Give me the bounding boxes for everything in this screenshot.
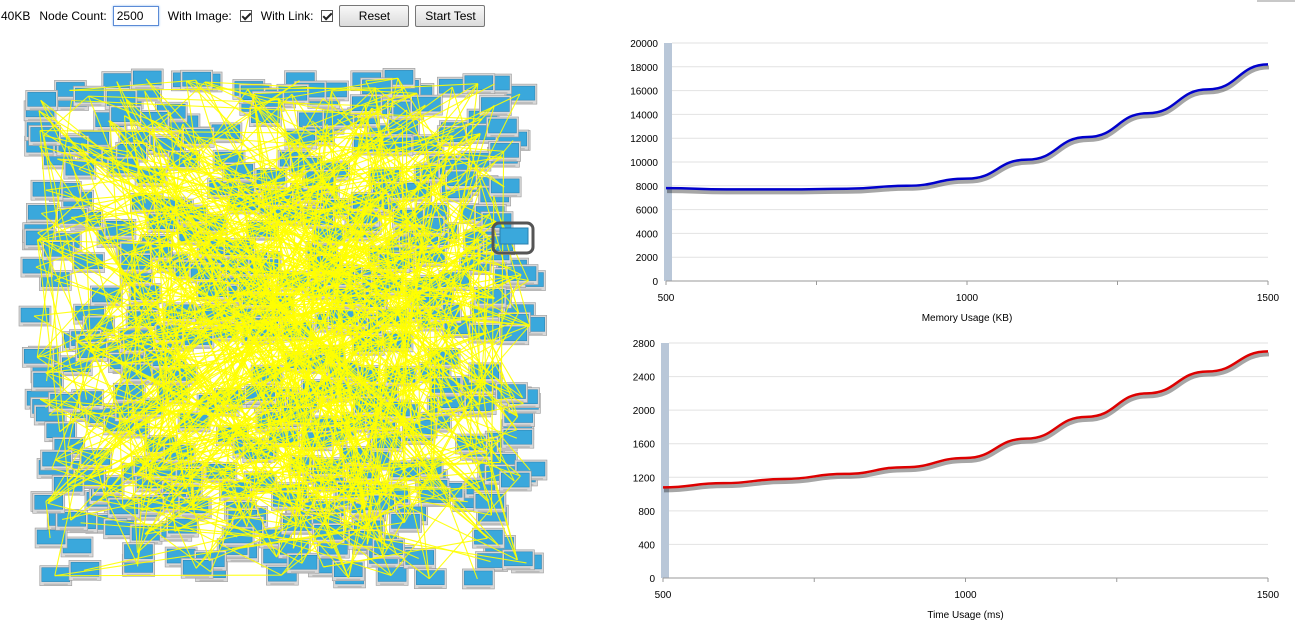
graph-node[interactable] <box>414 569 446 589</box>
y-tick-label: 2000 <box>636 253 659 264</box>
graph-node[interactable] <box>26 90 58 110</box>
reset-button[interactable]: Reset <box>339 5 409 27</box>
y-tick-label: 2800 <box>633 339 656 350</box>
y-tick-label: 1200 <box>633 473 656 484</box>
graph-node[interactable] <box>131 69 163 89</box>
y-tick-label: 8000 <box>636 182 659 193</box>
y-tick-label: 20000 <box>630 39 658 50</box>
y-tick-label: 4000 <box>636 229 659 240</box>
y-tick-label: 0 <box>652 277 658 288</box>
memory-usage-plot: 0 2000 4000 6000 8000 10000 12000 14000 16000 180… <box>600 33 1290 328</box>
start-test-button[interactable]: Start Test <box>415 5 485 27</box>
series-shadow <box>667 67 1269 192</box>
series-shadow <box>664 354 1269 490</box>
series-line <box>663 351 1268 487</box>
y-tick-label: 6000 <box>636 206 659 217</box>
x-axis-label: Time Usage (ms) <box>927 610 1003 621</box>
toolbar: 40KB Node Count: With Image: With Link: … <box>0 4 1295 28</box>
x-tick-label: 1500 <box>1257 293 1280 304</box>
graph-node[interactable] <box>35 528 67 548</box>
time-usage-chart: 0 400 800 1200 1600 2000 2400 2800 500 1000 1500 Ti… <box>600 333 1290 625</box>
y-tick-label: 800 <box>638 507 655 518</box>
window-edge <box>1257 0 1295 2</box>
network-graph[interactable] <box>15 65 550 595</box>
series-line <box>666 64 1268 189</box>
graph-canvas[interactable] <box>15 65 550 595</box>
memory-usage-readout: 40KB <box>1 9 30 23</box>
with-link-checkbox[interactable] <box>321 10 333 22</box>
x-tick-label: 1000 <box>956 293 979 304</box>
y-tick-label: 1600 <box>633 440 656 451</box>
y-axis-bar <box>664 43 672 281</box>
graph-node[interactable] <box>472 528 504 548</box>
graph-node[interactable] <box>287 553 319 573</box>
graph-node[interactable] <box>102 72 134 92</box>
graph-node[interactable] <box>462 569 494 589</box>
node-count-label: Node Count: <box>39 9 106 23</box>
y-tick-label: 400 <box>638 540 655 551</box>
x-axis-label: Memory Usage (KB) <box>922 313 1013 324</box>
y-tick-label: 14000 <box>630 110 658 121</box>
y-tick-label: 2000 <box>633 406 656 417</box>
x-tick-label: 500 <box>655 590 672 601</box>
graph-node[interactable] <box>489 177 521 197</box>
with-image-label: With Image: <box>168 9 232 23</box>
x-tick-label: 1500 <box>1257 590 1280 601</box>
y-axis-bar <box>661 343 669 578</box>
y-tick-label: 16000 <box>630 87 658 98</box>
y-tick-label: 18000 <box>630 63 658 74</box>
y-tick-label: 0 <box>649 574 655 585</box>
memory-usage-chart: 0 2000 4000 6000 8000 10000 12000 14000 16000 180… <box>600 33 1290 328</box>
node-count-input[interactable] <box>113 6 159 26</box>
y-tick-label: 10000 <box>630 158 658 169</box>
graph-node[interactable] <box>486 117 518 137</box>
x-tick-label: 500 <box>658 293 675 304</box>
x-tick-label: 1000 <box>954 590 977 601</box>
y-tick-label: 12000 <box>630 134 658 145</box>
graph-node[interactable] <box>376 565 408 585</box>
time-usage-plot: 0 400 800 1200 1600 2000 2400 2800 500 1000 1500 Ti… <box>600 333 1290 625</box>
y-tick-label: 2400 <box>633 373 656 384</box>
with-link-label: With Link: <box>261 9 314 23</box>
with-image-checkbox[interactable] <box>240 10 252 22</box>
